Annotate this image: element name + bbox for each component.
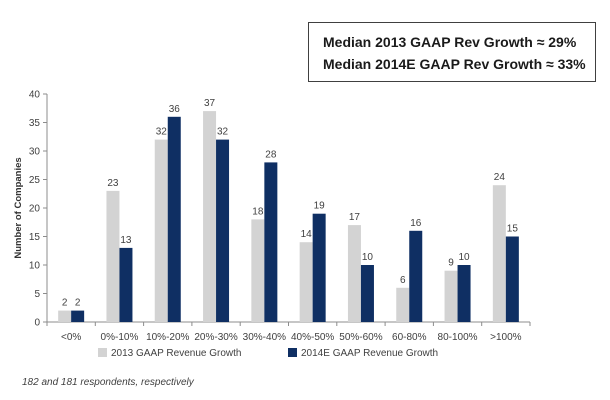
data-label-2013: 2	[62, 298, 68, 309]
data-label-2014: 28	[265, 149, 277, 160]
data-label-2014: 13	[120, 235, 132, 246]
x-tick-label: 10%-20%	[146, 332, 189, 343]
x-tick-label: 20%-30%	[194, 332, 237, 343]
data-label-2013: 17	[349, 212, 361, 223]
legend-2014-label: 2014E GAAP Revenue Growth	[301, 348, 438, 359]
data-label-2013: 6	[400, 275, 406, 286]
bar-2013	[58, 310, 72, 322]
y-tick-label: 5	[34, 289, 40, 300]
x-tick-label: 80-100%	[438, 332, 478, 343]
bar-2013	[492, 185, 506, 322]
data-label-2014: 16	[410, 218, 422, 229]
bar-2013	[347, 225, 361, 322]
footnote: 182 and 181 respondents, respectively	[22, 377, 194, 388]
x-tick-label: 60-80%	[392, 332, 427, 343]
y-tick-label: 40	[29, 90, 41, 101]
data-label-2013: 32	[156, 127, 168, 138]
median-summary-box: Median 2013 GAAP Rev Growth ≈ 29% Median…	[308, 22, 596, 82]
bar-2014	[71, 310, 85, 322]
bar-2013	[299, 242, 313, 322]
data-label-2014: 2	[75, 298, 81, 309]
bar-2014	[457, 265, 471, 322]
data-label-2013: 18	[252, 206, 264, 217]
bar-2013	[251, 219, 265, 322]
x-tick-label: 50%-60%	[339, 332, 382, 343]
x-tick-label: 30%-40%	[243, 332, 286, 343]
data-label-2014: 19	[314, 201, 326, 212]
data-label-2013: 9	[448, 258, 454, 269]
bar-2014	[312, 213, 326, 322]
data-label-2014: 15	[507, 224, 519, 235]
y-tick-label: 30	[29, 147, 41, 158]
y-tick-label: 10	[29, 261, 41, 272]
bar-2014	[409, 230, 423, 322]
bar-2013	[154, 139, 168, 322]
y-tick-label: 25	[29, 175, 41, 186]
bar-2014	[216, 139, 230, 322]
bar-2013	[106, 190, 120, 322]
x-tick-label: 0%-10%	[101, 332, 139, 343]
bar-2014	[119, 247, 133, 322]
bar-2013	[203, 111, 217, 322]
median-2013-text: Median 2013 GAAP Rev Growth ≈ 29%	[323, 34, 577, 50]
legend-2013-swatch	[98, 348, 107, 357]
x-tick-label: <0%	[61, 332, 81, 343]
data-label-2013: 37	[204, 98, 216, 109]
y-tick-label: 20	[29, 204, 41, 215]
data-label-2013: 23	[107, 178, 119, 189]
data-label-2014: 36	[169, 104, 181, 115]
x-tick-label: 40%-50%	[291, 332, 334, 343]
bar-2014	[360, 265, 374, 322]
bar-2013	[444, 270, 458, 322]
data-label-2013: 24	[494, 172, 506, 183]
median-2014-text: Median 2014E GAAP Rev Growth ≈ 33%	[323, 56, 586, 72]
data-label-2014: 32	[217, 127, 229, 138]
bar-2014	[264, 162, 278, 322]
data-label-2013: 14	[301, 229, 313, 240]
bar-2014	[505, 236, 519, 322]
legend-2014-swatch	[288, 348, 297, 357]
y-tick-label: 35	[29, 118, 41, 129]
data-label-2014: 10	[362, 252, 374, 263]
bar-2013	[396, 287, 410, 322]
bar-2014	[167, 116, 181, 322]
y-axis-title: Number of Companies	[13, 157, 24, 258]
x-tick-label: >100%	[490, 332, 522, 343]
y-tick-label: 15	[29, 232, 41, 243]
data-label-2014: 10	[458, 252, 470, 263]
legend-2013-label: 2013 GAAP Revenue Growth	[111, 348, 241, 359]
y-tick-label: 0	[34, 318, 40, 329]
